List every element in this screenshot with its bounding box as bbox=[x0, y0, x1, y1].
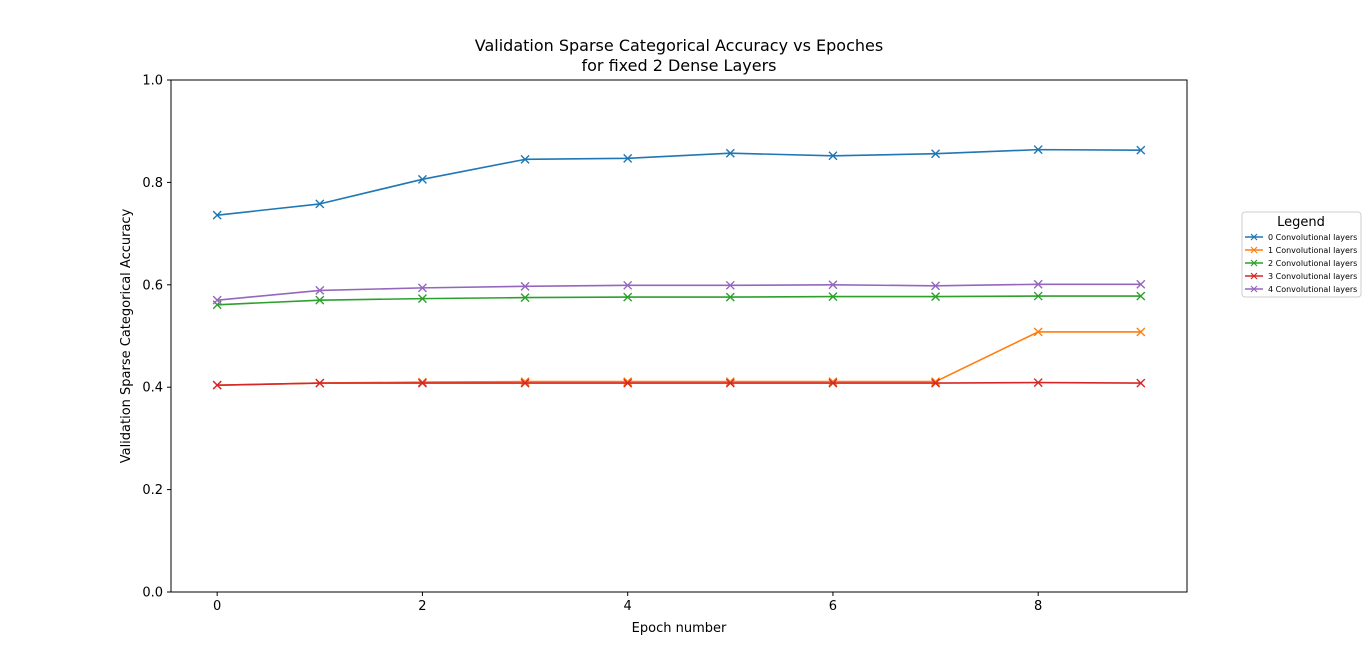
legend-marker-swatch bbox=[1250, 285, 1258, 293]
data-point-marker bbox=[315, 295, 325, 305]
legend-marker-swatch bbox=[1250, 233, 1258, 241]
series-0 bbox=[212, 145, 1146, 220]
data-point-marker bbox=[828, 378, 838, 388]
data-point-marker bbox=[623, 377, 633, 387]
data-point-marker bbox=[1033, 291, 1043, 301]
data-point-marker bbox=[315, 285, 325, 295]
data-point-marker bbox=[931, 378, 941, 388]
data-point-marker bbox=[1033, 327, 1043, 337]
data-point-marker bbox=[520, 293, 530, 303]
series-line bbox=[217, 295, 1141, 306]
legend-marker-swatch bbox=[1250, 259, 1258, 267]
data-point-marker bbox=[417, 283, 427, 293]
legend-marker-swatch bbox=[1250, 246, 1258, 254]
data-point-marker bbox=[1033, 145, 1043, 155]
data-point-marker bbox=[623, 280, 633, 290]
data-point-marker bbox=[1033, 378, 1043, 388]
series-layer bbox=[212, 145, 1146, 390]
legend-entry-label: 2 Convolutional layers bbox=[1268, 259, 1357, 268]
data-point-marker bbox=[828, 377, 838, 387]
plot-area-frame bbox=[170, 79, 1188, 593]
series-line bbox=[217, 148, 1141, 216]
y-tick-label: 0.0 bbox=[142, 586, 163, 601]
legend-marker-swatch bbox=[1250, 272, 1258, 280]
chart-title-line-1: Validation Sparse Categorical Accuracy v… bbox=[475, 36, 883, 55]
data-point-marker bbox=[725, 378, 735, 388]
x-axis-ticks: 0 2 4 6 8 bbox=[213, 592, 1042, 614]
data-point-marker bbox=[520, 377, 530, 387]
data-point-marker bbox=[212, 210, 222, 220]
data-point-marker bbox=[1136, 327, 1146, 337]
x-tick-label: 8 bbox=[1034, 599, 1042, 614]
x-tick-label: 6 bbox=[829, 599, 837, 614]
data-point-marker bbox=[1136, 378, 1146, 388]
data-point-marker bbox=[623, 292, 633, 302]
data-point-marker bbox=[828, 280, 838, 290]
legend-entry: 0 Convolutional layers bbox=[1245, 233, 1357, 242]
data-point-marker bbox=[623, 378, 633, 388]
chart-title-line-2: for fixed 2 Dense Layers bbox=[581, 56, 776, 75]
data-point-marker bbox=[212, 295, 222, 305]
data-point-marker bbox=[1033, 279, 1043, 289]
data-point-marker bbox=[725, 148, 735, 158]
data-point-marker bbox=[417, 378, 427, 388]
data-point-marker bbox=[1136, 145, 1146, 155]
y-tick-label: 1.0 bbox=[142, 74, 163, 89]
data-point-marker bbox=[1136, 279, 1146, 289]
data-point-marker bbox=[315, 378, 325, 388]
legend-entry: 3 Convolutional layers bbox=[1245, 272, 1357, 281]
legend-entry-label: 0 Convolutional layers bbox=[1268, 233, 1357, 242]
data-point-marker bbox=[417, 174, 427, 184]
legend-title: Legend bbox=[1277, 215, 1325, 230]
x-tick-label: 0 bbox=[213, 599, 221, 614]
legend: Legend 0 Convolutional layers 1 Convoluti… bbox=[1241, 211, 1362, 298]
y-tick-label: 0.4 bbox=[142, 381, 163, 396]
series-4 bbox=[212, 279, 1146, 305]
data-point-marker bbox=[931, 149, 941, 159]
legend-entry: 2 Convolutional layers bbox=[1245, 259, 1357, 268]
data-point-marker bbox=[931, 377, 941, 387]
data-point-marker bbox=[520, 154, 530, 164]
y-axis-ticks: 0.0 0.2 0.4 0.6 0.8 1.0 bbox=[142, 74, 171, 601]
series-3 bbox=[212, 378, 1146, 390]
data-point-marker bbox=[725, 377, 735, 387]
legend-entry: 1 Convolutional layers bbox=[1245, 246, 1357, 255]
data-point-marker bbox=[417, 377, 427, 387]
data-point-marker bbox=[623, 153, 633, 163]
legend-entries: 0 Convolutional layers 1 Convolutional la… bbox=[1245, 233, 1357, 294]
data-point-marker bbox=[520, 378, 530, 388]
legend-entry: 4 Convolutional layers bbox=[1245, 285, 1357, 294]
y-tick-label: 0.2 bbox=[142, 483, 163, 498]
x-axis-label: Epoch number bbox=[632, 621, 727, 636]
legend-entry-label: 3 Convolutional layers bbox=[1268, 272, 1357, 281]
x-tick-label: 4 bbox=[624, 599, 632, 614]
data-point-marker bbox=[725, 280, 735, 290]
data-point-marker bbox=[931, 292, 941, 302]
data-point-marker bbox=[520, 281, 530, 291]
data-point-marker bbox=[828, 292, 838, 302]
data-point-marker bbox=[417, 294, 427, 304]
series-2 bbox=[212, 291, 1146, 310]
data-point-marker bbox=[212, 380, 222, 390]
legend-entry-label: 4 Convolutional layers bbox=[1268, 285, 1357, 294]
data-point-marker bbox=[725, 292, 735, 302]
data-point-marker bbox=[931, 281, 941, 291]
data-point-marker bbox=[828, 151, 838, 161]
legend-entry-label: 1 Convolutional layers bbox=[1268, 246, 1357, 255]
x-tick-label: 2 bbox=[418, 599, 426, 614]
y-axis-label: Validation Sparse Categorical Accuracy bbox=[119, 208, 134, 463]
legend-frame bbox=[1241, 211, 1362, 298]
series-line bbox=[217, 381, 1141, 386]
series-line bbox=[217, 283, 1141, 301]
y-tick-label: 0.6 bbox=[142, 278, 163, 293]
data-point-marker bbox=[1136, 291, 1146, 301]
data-point-marker bbox=[315, 199, 325, 209]
y-tick-label: 0.8 bbox=[142, 176, 163, 191]
